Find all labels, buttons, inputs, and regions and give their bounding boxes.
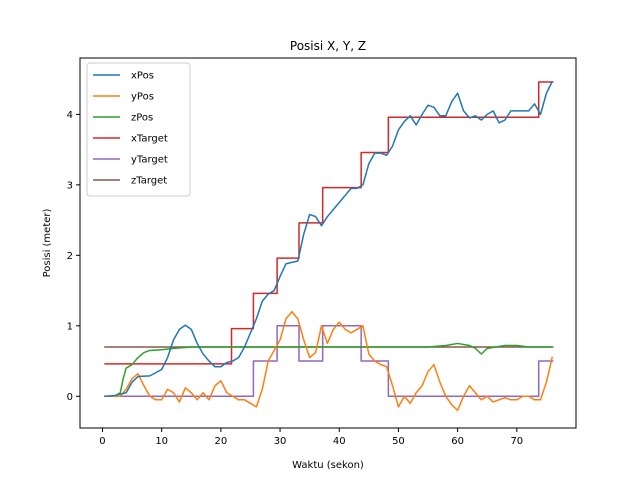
legend-items: xPos yPos zPos xTarget yTarget zTarget	[93, 71, 168, 187]
y-axis-label: Posisi (meter)	[42, 208, 53, 277]
y-tick-label: 1	[67, 321, 73, 332]
legend-label-ytarget: yTarget	[131, 155, 168, 166]
legend-label-ypos: yPos	[131, 92, 154, 103]
y-tick-label: 4	[67, 110, 73, 121]
x-tick-label: 50	[392, 436, 405, 447]
series-layer	[104, 80, 554, 412]
plot-frame	[79, 57, 577, 429]
x-tick-label: 30	[274, 436, 287, 447]
x-tick-label: 40	[333, 436, 346, 447]
x-tick-label: 60	[451, 436, 464, 447]
y-tick-label: 0	[67, 392, 73, 403]
series-line-ypos	[104, 310, 554, 412]
series-line-zpos	[104, 342, 553, 398]
chart-title: Posisi X, Y, Z	[290, 39, 366, 53]
legend-label-ztarget: zTarget	[131, 176, 167, 187]
tick-layer: 0 10 20 30 40 50 60 70 0 1 2 3 4	[67, 110, 524, 447]
series-line-xtarget	[104, 81, 554, 365]
legend-label-xpos: xPos	[131, 71, 154, 82]
legend-label-xtarget: xTarget	[131, 134, 168, 145]
series-line-xpos	[104, 80, 553, 398]
x-tick-label: 20	[215, 436, 228, 447]
legend-label-zpos: zPos	[131, 113, 153, 124]
y-tick-label: 3	[67, 180, 73, 191]
legend: xPos yPos zPos xTarget yTarget zTarget	[86, 62, 191, 197]
x-tick-label: 10	[155, 436, 168, 447]
x-axis-label: Waktu (sekon)	[292, 460, 364, 471]
x-tick-label: 0	[99, 436, 105, 447]
y-tick-label: 2	[67, 251, 73, 262]
x-tick-label: 70	[510, 436, 523, 447]
